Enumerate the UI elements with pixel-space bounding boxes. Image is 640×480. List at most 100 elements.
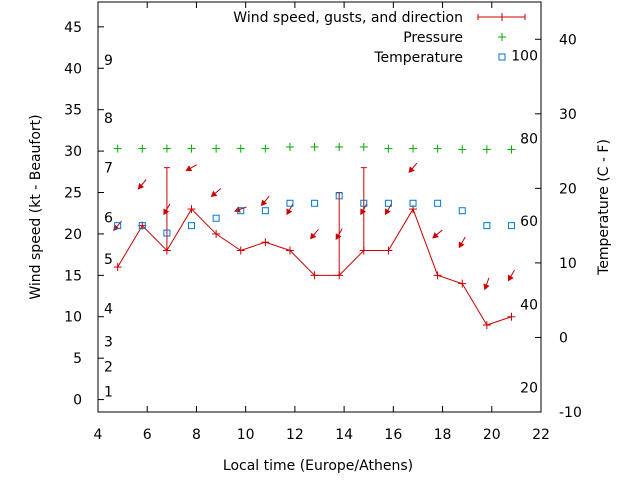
fahrenheit-label: 60 (520, 214, 538, 230)
temperature-point (261, 207, 269, 215)
wind-speed-point (482, 321, 491, 330)
wind-direction-arrow (507, 269, 515, 282)
temperature-point (311, 199, 319, 207)
y-tick-label: 25 (64, 186, 82, 202)
pressure-point (113, 144, 122, 153)
x-tick-label: 8 (192, 427, 201, 443)
temperature-point (237, 207, 245, 215)
temperature-point (384, 199, 392, 207)
temperature-point (360, 199, 368, 207)
y-tick-label: 35 (64, 103, 82, 119)
wind-direction-arrow (210, 188, 222, 198)
wind-direction-arrow (260, 195, 270, 207)
pressure-point (433, 144, 442, 153)
beaufort-label: 6 (104, 210, 113, 226)
pressure-point (236, 144, 245, 153)
temperature-point (434, 199, 442, 207)
wind-speed-point (507, 312, 516, 321)
x-tick-label: 12 (286, 427, 304, 443)
wind-speed-point (285, 246, 294, 255)
y2-tick-label: 0 (559, 330, 568, 346)
y2-tick-label: 10 (559, 256, 577, 272)
wind-speed-point (187, 205, 196, 214)
pressure-point (384, 144, 393, 153)
temperature-point (114, 222, 122, 230)
pressure-point (261, 144, 270, 153)
beaufort-label: 5 (104, 252, 113, 268)
temperature-point (138, 222, 146, 230)
x-tick-label: 20 (483, 427, 501, 443)
x-tick-label: 10 (237, 427, 255, 443)
wind-speed-line (117, 207, 512, 326)
temperature-point (409, 199, 417, 207)
temperature-point (507, 222, 515, 230)
pressure-point (482, 145, 491, 154)
wind-direction-arrow (408, 162, 418, 174)
wind-speed-point (212, 229, 221, 238)
pressure-point (138, 144, 147, 153)
y-tick-label: 15 (64, 268, 82, 284)
temperature-point (483, 222, 491, 230)
temperature-point (458, 207, 466, 215)
beaufort-label: 1 (104, 384, 113, 400)
y2-tick-label: 30 (559, 107, 577, 123)
legend-label: Pressure (403, 30, 463, 46)
wind-speed-point (458, 279, 467, 288)
y-tick-label: 20 (64, 227, 82, 243)
wind-direction-arrow (137, 179, 147, 190)
temperature-point (335, 192, 343, 200)
beaufort-label: 3 (104, 335, 113, 351)
pressure-point (458, 145, 467, 154)
beaufort-label: 2 (104, 359, 113, 375)
y-tick-label: 10 (64, 310, 82, 326)
wind-speed-point (113, 263, 122, 272)
wind-speed-point (162, 246, 171, 255)
y2-axis-label: Temperature (C - F) (596, 139, 612, 276)
legend-label: Wind speed, gusts, and direction (233, 10, 463, 26)
wind-direction-arrow (335, 228, 343, 241)
wind-direction-arrow (360, 203, 368, 216)
beaufort-label: 8 (104, 111, 113, 127)
plot-border (97, 1, 542, 413)
beaufort-label: 9 (104, 53, 113, 69)
pressure-point (285, 142, 294, 151)
x-axis-label: Local time (Europe/Athens) (223, 458, 413, 474)
wind-speed-point (335, 271, 344, 280)
pressure-point (212, 144, 221, 153)
fahrenheit-label: 40 (520, 298, 538, 314)
temperature-point (188, 222, 196, 230)
y-tick-label: 40 (64, 61, 82, 77)
y-tick-label: 5 (73, 351, 82, 367)
wind-direction-arrow (185, 164, 197, 172)
wind-speed-point (236, 246, 245, 255)
x-tick-label: 22 (532, 427, 550, 443)
beaufort-label: 4 (104, 301, 113, 317)
y-tick-label: 0 (73, 393, 82, 409)
y2-tick-label: 20 (559, 181, 577, 197)
y2-tick-label: -10 (559, 405, 582, 421)
fahrenheit-label: 80 (520, 131, 538, 147)
fahrenheit-label: 100 (511, 49, 538, 65)
pressure-point (507, 145, 516, 154)
wind-speed-point (261, 238, 270, 247)
x-tick-label: 18 (434, 427, 452, 443)
x-tick-label: 16 (384, 427, 402, 443)
wind-direction-arrow (163, 203, 171, 216)
y-tick-label: 30 (64, 144, 82, 160)
wind-direction-arrow (384, 203, 392, 216)
y2-tick-label: 40 (559, 32, 577, 48)
pressure-point (409, 144, 418, 153)
wind-direction-arrow (310, 229, 319, 240)
pressure-point (359, 142, 368, 151)
pressure-point (335, 142, 344, 151)
x-tick-label: 4 (94, 427, 103, 443)
y-tick-label: 45 (64, 20, 82, 36)
y-axis-label: Wind speed (kt - Beaufort) (28, 114, 44, 299)
fahrenheit-label: 20 (520, 380, 538, 396)
legend-swatch (498, 53, 506, 61)
x-tick-label: 14 (335, 427, 353, 443)
temperature-point (286, 199, 294, 207)
pressure-point (310, 142, 319, 151)
beaufort-label: 7 (104, 161, 113, 177)
